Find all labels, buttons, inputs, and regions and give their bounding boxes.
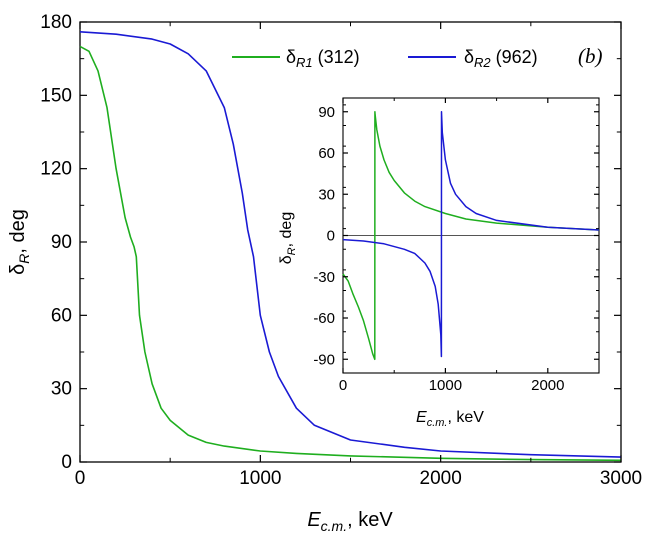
inset-y-title-main: δ (278, 255, 295, 264)
main-y-title-main: δ (7, 264, 29, 275)
main-y-tick-label: 60 (51, 305, 72, 326)
main-x-axis-title: Ec.m., keV (307, 509, 393, 534)
legend-r2-sub: R2 (474, 55, 491, 70)
main-x-tick-label: 3000 (600, 468, 642, 489)
inset-y-tick-label: 0 (327, 228, 335, 245)
legend-label-r2: δR2 (962) (464, 47, 538, 70)
main-y-tick-label: 150 (40, 85, 72, 106)
main-series-2-line (79, 31, 622, 458)
inset-y-title-rest: , deg (278, 212, 295, 248)
main-y-tick-label: 30 (51, 379, 72, 400)
inset-y-tick-label: 60 (318, 145, 335, 162)
inset-x-title-sub: c.m. (427, 417, 448, 429)
main-y-title-sub: R (16, 254, 32, 264)
main-x-tick-label: 0 (75, 468, 86, 489)
inset-series-1-line (342, 111, 600, 361)
main-y-tick-label: 90 (51, 232, 72, 253)
inset-x-axis-title: Ec.m., keV (416, 409, 484, 429)
main-x-tick-label: 1000 (239, 468, 281, 489)
main-y-tick-label: 120 (40, 159, 72, 180)
main-y-tick-label: 0 (61, 452, 72, 473)
main-x-tick-label: 2000 (420, 468, 462, 489)
inset-chart: 0 1000 2000 -90 -60 -30 0 30 60 90 (313, 97, 600, 394)
inset-x-tick-label: 2000 (531, 377, 564, 394)
inset-x-title-rest: , keV (447, 409, 484, 426)
inset-series-2-line (342, 111, 600, 358)
inset-x-title-main: E (416, 409, 427, 426)
legend-label-r1: δR1 (312) (286, 47, 360, 70)
inset-y-tick-label: -60 (313, 310, 335, 327)
legend: δR1 (312) δR2 (962) (b) (232, 44, 603, 70)
main-series-1-line (79, 45, 622, 462)
inset-x-tick-label: 1000 (429, 377, 462, 394)
main-y-axis-title: δR, deg (7, 209, 32, 275)
legend-r1-main: δ (286, 47, 296, 67)
legend-r2-main: δ (464, 47, 474, 67)
main-x-title-main: E (307, 509, 321, 531)
inset-y-tick-label: -90 (313, 351, 335, 368)
inset-y-tick-label: -30 (313, 269, 335, 286)
legend-r1-rest: (312) (313, 47, 360, 67)
main-y-title-rest: , deg (7, 209, 29, 253)
main-y-tick-label: 180 (40, 12, 72, 33)
inset-y-tick-label: 30 (318, 186, 335, 203)
panel-label: (b) (578, 44, 603, 68)
legend-r2-rest: (962) (491, 47, 538, 67)
inset-y-tick-label: 90 (318, 104, 335, 121)
inset-x-tick-label: 0 (339, 377, 347, 394)
legend-r1-sub: R1 (296, 55, 313, 70)
inset-y-title-sub: R (286, 247, 298, 255)
main-x-title-rest: , keV (347, 509, 393, 531)
inset-y-axis-title: δR, deg (278, 212, 298, 264)
main-x-title-sub: c.m. (321, 518, 347, 534)
